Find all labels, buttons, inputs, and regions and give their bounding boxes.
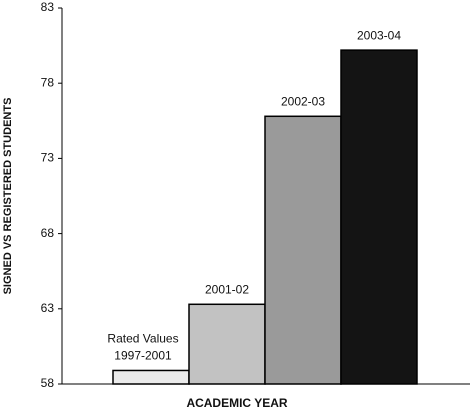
bar xyxy=(112,369,190,385)
category-label: 2003-04 xyxy=(357,28,401,42)
bar xyxy=(188,303,266,385)
category-label: 1997-2001 xyxy=(114,349,172,363)
y-tick-label: 68 xyxy=(41,226,55,240)
x-axis-label: ACADEMIC YEAR xyxy=(186,396,287,410)
category-label: 2002-03 xyxy=(281,94,325,108)
y-tick-label: 63 xyxy=(41,301,55,315)
category-label: Rated Values xyxy=(107,332,178,346)
y-tick-label: 83 xyxy=(41,0,55,14)
bar xyxy=(340,49,418,385)
y-tick-label: 78 xyxy=(41,75,55,89)
y-axis-label: SIGNED VS REGISTERED STUDENTS xyxy=(2,98,14,295)
y-tick-label: 58 xyxy=(41,376,55,390)
bar xyxy=(264,115,342,385)
y-tick-label: 73 xyxy=(41,151,55,165)
category-label: 2001-02 xyxy=(205,282,249,296)
